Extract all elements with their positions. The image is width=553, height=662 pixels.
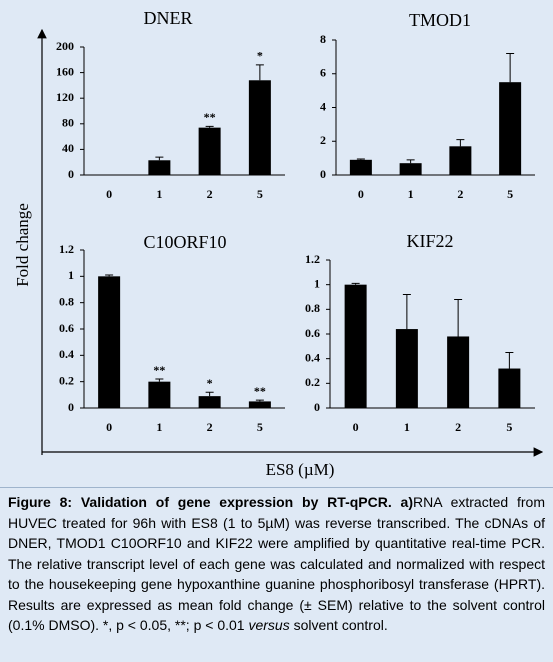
x-tick-label: 2 [207, 420, 213, 434]
y-tick-label: 0.6 [59, 321, 74, 335]
x-tick-label: 5 [257, 420, 263, 434]
bar [399, 163, 422, 175]
y-tick-label: 0.8 [59, 294, 74, 308]
x-tick-label: 5 [506, 420, 512, 434]
error-bar [454, 298, 463, 337]
x-axis-label: ES8 (µM) [266, 460, 335, 479]
bar [395, 329, 418, 408]
x-tick-label: 0 [353, 420, 359, 434]
error-bar [155, 156, 164, 161]
y-tick-label: 4 [320, 99, 326, 113]
error-bar [155, 378, 164, 382]
x-tick-label: 2 [455, 420, 461, 434]
y-tick-label: 0.2 [59, 373, 74, 387]
significance: ** [153, 363, 165, 377]
caption: Figure 8: Validation of gene expression … [0, 487, 553, 640]
error-bar [205, 391, 214, 397]
y-tick-label: 0.8 [305, 301, 320, 315]
x-tick-label: 2 [207, 187, 213, 201]
significance: ** [204, 110, 216, 124]
y-tick-label: 0.4 [59, 347, 74, 361]
bar [349, 159, 372, 175]
y-axis-label: Fold change [13, 203, 32, 287]
y-tick-label: 80 [62, 116, 74, 130]
error-bar [105, 274, 114, 277]
x-tick-label: 1 [404, 420, 410, 434]
y-tick-label: 1 [314, 276, 320, 290]
error-bar [356, 158, 365, 160]
y-tick-label: 0 [68, 400, 74, 414]
significance: * [257, 49, 263, 63]
x-tick-label: 1 [156, 187, 162, 201]
error-bar [406, 159, 415, 164]
bar [248, 401, 271, 408]
bar [198, 396, 221, 408]
chart-title: KIF22 [406, 231, 453, 251]
bar [148, 381, 171, 408]
y-tick-label: 0 [320, 167, 326, 181]
x-tick-label: 0 [106, 187, 112, 201]
caption-tail: solvent control. [289, 617, 388, 633]
error-bar [456, 139, 465, 147]
chart-title: C10ORF10 [143, 232, 226, 252]
x-tick-label: 1 [408, 187, 414, 201]
bar [98, 276, 121, 408]
caption-lead: Figure 8: Validation of gene expression … [8, 494, 413, 510]
x-tick-label: 1 [156, 420, 162, 434]
y-tick-label: 1.2 [305, 252, 320, 266]
y-tick-label: 6 [320, 66, 326, 80]
bar [248, 80, 271, 175]
x-tick-label: 0 [358, 187, 364, 201]
x-tick-label: 5 [507, 187, 513, 201]
bar [498, 368, 521, 408]
chart-title: TMOD1 [409, 10, 471, 30]
y-tick-label: 0 [314, 400, 320, 414]
x-tick-label: 0 [106, 420, 112, 434]
y-tick-label: 1.2 [59, 242, 74, 256]
y-tick-label: 200 [56, 39, 74, 53]
error-bar [255, 399, 264, 402]
bar [198, 127, 221, 175]
error-bar [205, 125, 214, 128]
y-tick-label: 120 [56, 90, 74, 104]
error-bar [402, 294, 411, 330]
caption-body: RNA extracted from HUVEC treated for 96h… [8, 494, 545, 633]
significance: ** [254, 384, 266, 398]
y-tick-label: 160 [56, 64, 74, 78]
figure: Fold change ES8 (µM) DNER040801201602000… [13, 8, 544, 479]
x-tick-label: 5 [257, 187, 263, 201]
y-tick-label: 0.4 [305, 350, 320, 364]
y-tick-label: 1 [68, 268, 74, 282]
significance: * [207, 376, 213, 390]
bar [447, 336, 470, 408]
bar [148, 160, 171, 175]
bar [344, 284, 367, 408]
y-tick-label: 2 [320, 133, 326, 147]
bar [499, 82, 522, 175]
bar [449, 146, 472, 175]
chart-title: DNER [144, 8, 193, 28]
y-tick-label: 40 [62, 141, 74, 155]
error-bar [506, 53, 515, 83]
x-tick-label: 2 [457, 187, 463, 201]
y-tick-label: 0.2 [305, 375, 320, 389]
caption-italic: versus [248, 617, 290, 633]
error-bar [351, 282, 360, 285]
error-bar [505, 352, 514, 369]
error-bar [255, 64, 264, 81]
y-tick-label: 8 [320, 32, 326, 46]
y-tick-label: 0.6 [305, 326, 320, 340]
y-tick-label: 0 [68, 167, 74, 181]
